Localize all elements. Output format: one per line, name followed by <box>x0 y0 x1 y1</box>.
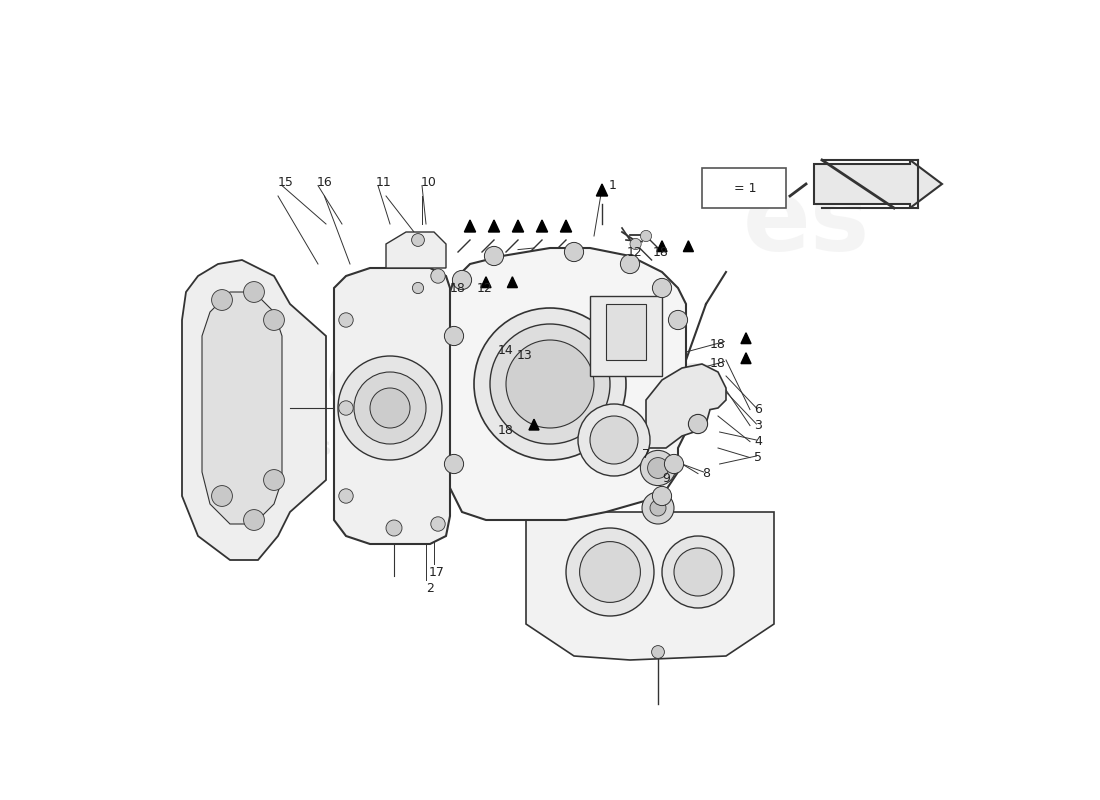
Polygon shape <box>202 292 282 524</box>
Circle shape <box>339 401 353 415</box>
Text: 13: 13 <box>517 350 532 362</box>
Circle shape <box>669 310 688 330</box>
Polygon shape <box>446 248 686 520</box>
Text: 18: 18 <box>498 424 514 437</box>
Circle shape <box>243 510 264 530</box>
Polygon shape <box>481 277 491 287</box>
Polygon shape <box>182 260 326 560</box>
Text: 2: 2 <box>426 582 433 594</box>
Text: 17: 17 <box>429 566 444 578</box>
Polygon shape <box>646 364 726 448</box>
Circle shape <box>689 414 707 434</box>
Circle shape <box>648 458 669 478</box>
Circle shape <box>650 500 666 516</box>
Text: 4: 4 <box>755 435 762 448</box>
Bar <box>606 304 646 360</box>
Circle shape <box>651 646 664 658</box>
Polygon shape <box>683 241 693 251</box>
Circle shape <box>452 270 472 290</box>
Polygon shape <box>526 512 774 660</box>
Polygon shape <box>717 181 727 191</box>
Circle shape <box>630 238 641 250</box>
Circle shape <box>580 542 640 602</box>
Circle shape <box>411 234 425 246</box>
Circle shape <box>386 520 402 536</box>
Text: 15: 15 <box>278 176 294 189</box>
Text: 5: 5 <box>754 451 762 464</box>
Circle shape <box>484 246 504 266</box>
Polygon shape <box>657 241 667 251</box>
Circle shape <box>652 486 672 506</box>
Circle shape <box>264 470 285 490</box>
Circle shape <box>243 282 264 302</box>
Circle shape <box>674 548 722 596</box>
Bar <box>590 296 662 376</box>
Circle shape <box>640 230 651 242</box>
Circle shape <box>590 416 638 464</box>
Circle shape <box>444 326 463 346</box>
Text: 16: 16 <box>317 176 332 189</box>
Circle shape <box>506 340 594 428</box>
Polygon shape <box>334 268 450 544</box>
Polygon shape <box>596 184 607 196</box>
Polygon shape <box>513 220 524 232</box>
Circle shape <box>431 269 446 283</box>
Text: 9: 9 <box>662 472 670 485</box>
Circle shape <box>339 313 353 327</box>
FancyArrow shape <box>814 160 942 208</box>
Circle shape <box>339 489 353 503</box>
Text: = 1: = 1 <box>734 182 757 194</box>
Polygon shape <box>741 333 751 344</box>
Text: a passion for parts since 1965: a passion for parts since 1965 <box>241 436 667 460</box>
Polygon shape <box>464 220 475 232</box>
Text: 10: 10 <box>420 176 437 189</box>
Circle shape <box>662 536 734 608</box>
Polygon shape <box>507 277 517 287</box>
Text: 8: 8 <box>702 467 710 480</box>
Circle shape <box>474 308 626 460</box>
Circle shape <box>431 517 446 531</box>
Polygon shape <box>560 220 572 232</box>
Circle shape <box>444 454 463 474</box>
Circle shape <box>370 388 410 428</box>
Polygon shape <box>529 419 539 430</box>
Circle shape <box>338 356 442 460</box>
Polygon shape <box>741 353 751 363</box>
Circle shape <box>211 486 232 506</box>
Text: 3: 3 <box>755 419 762 432</box>
Circle shape <box>564 242 584 262</box>
Text: eurocarparts: eurocarparts <box>190 350 717 418</box>
Polygon shape <box>488 220 499 232</box>
Text: 12: 12 <box>476 282 493 294</box>
Circle shape <box>664 454 683 474</box>
Circle shape <box>354 372 426 444</box>
Text: 14: 14 <box>498 344 514 357</box>
Text: 6: 6 <box>755 403 762 416</box>
Text: es: es <box>742 175 870 273</box>
Polygon shape <box>386 232 446 268</box>
Circle shape <box>412 282 424 294</box>
Text: 12: 12 <box>626 246 642 258</box>
Circle shape <box>620 254 639 274</box>
Text: 18: 18 <box>652 246 669 258</box>
Circle shape <box>652 278 672 298</box>
Text: 18: 18 <box>450 282 466 294</box>
Circle shape <box>642 492 674 524</box>
Text: 7: 7 <box>642 448 650 461</box>
Circle shape <box>578 404 650 476</box>
Text: 11: 11 <box>376 176 392 189</box>
Polygon shape <box>537 220 548 232</box>
Text: 18: 18 <box>711 358 726 370</box>
Circle shape <box>640 450 675 486</box>
FancyBboxPatch shape <box>702 168 786 208</box>
Text: 1: 1 <box>608 179 616 192</box>
Circle shape <box>264 310 285 330</box>
Circle shape <box>211 290 232 310</box>
Text: 18: 18 <box>711 338 726 350</box>
Circle shape <box>566 528 654 616</box>
Circle shape <box>490 324 610 444</box>
